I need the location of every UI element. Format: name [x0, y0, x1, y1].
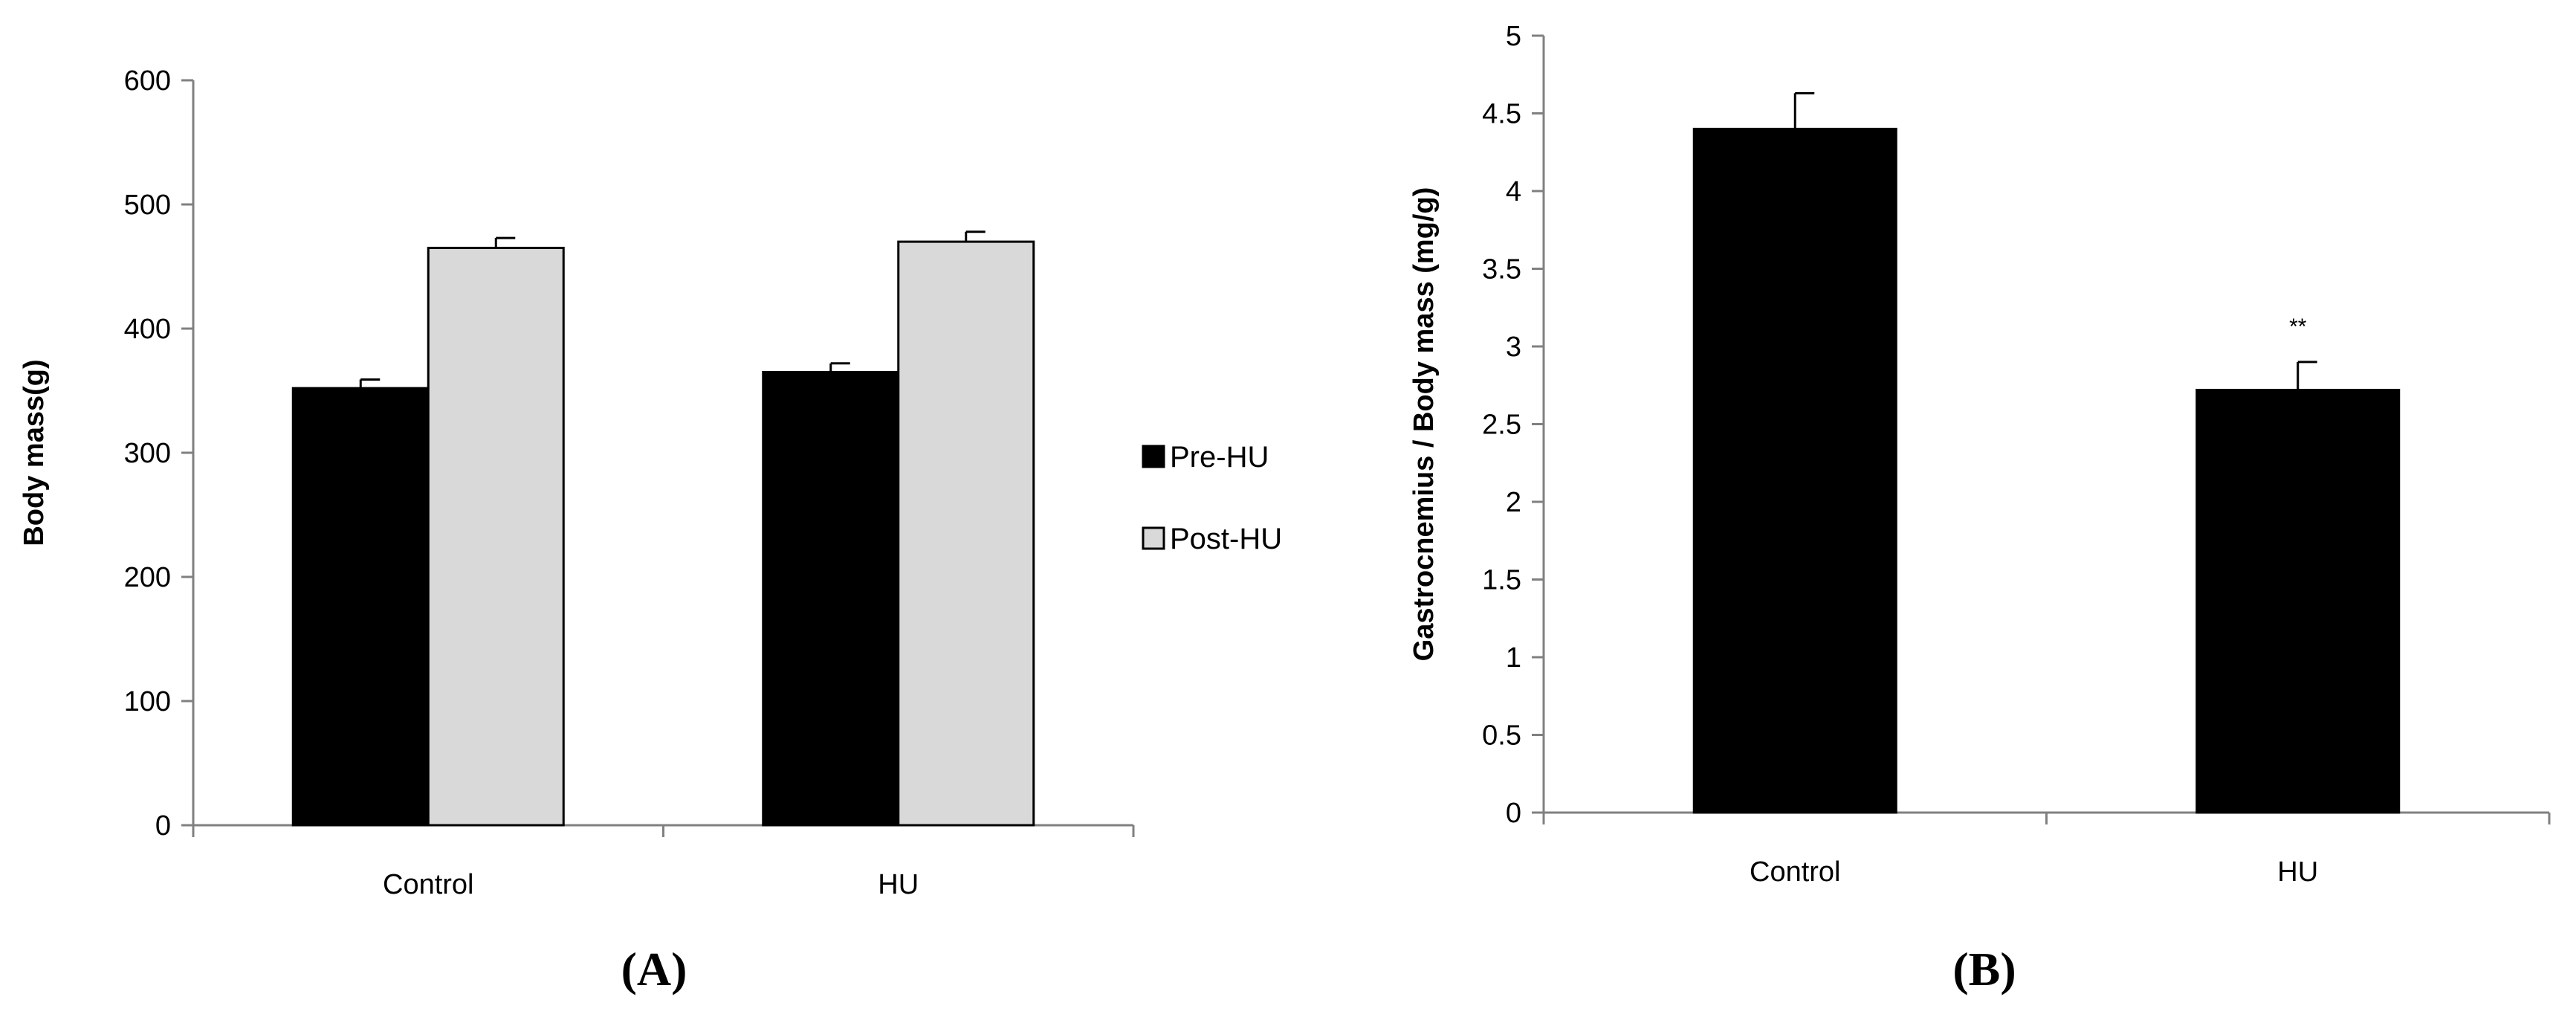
x-tick-label: Control: [1750, 856, 1841, 888]
bar: [897, 240, 1035, 827]
legend-swatch: [1142, 445, 1165, 468]
y-tick-label: 3.5: [1482, 254, 1521, 285]
x-tick-label: HU: [878, 869, 919, 900]
legend-swatch: [1142, 526, 1165, 550]
y-tick-label: 2.5: [1482, 410, 1521, 441]
legend-label: Pre-HU: [1170, 441, 1269, 474]
bar: [1692, 127, 1897, 814]
y-axis-label: Gastrocnemius / Body mass (mg/g): [1408, 187, 1440, 662]
y-tick-label: 3: [1506, 332, 1521, 363]
y-tick-label: 400: [124, 314, 171, 345]
y-tick-label: 0.5: [1482, 720, 1521, 752]
y-tick-label: 4.5: [1482, 99, 1521, 130]
y-tick-label: 5: [1506, 21, 1521, 52]
y-tick-label: 1.5: [1482, 565, 1521, 596]
bar: [291, 387, 430, 827]
y-tick-label: 1: [1506, 642, 1521, 674]
y-tick-label: 200: [124, 562, 171, 593]
chart-a: 0 100 200 300 400 500 600 Control HU Body mass(g)…: [19, 65, 1282, 900]
y-tick-label: 2: [1506, 487, 1521, 518]
legend-label: Post-HU: [1170, 523, 1282, 555]
panel-label-b: (B): [1952, 943, 2016, 995]
y-tick-label: 100: [124, 686, 171, 717]
y-tick-label: 500: [124, 190, 171, 221]
x-tick-label: Control: [383, 869, 474, 900]
significance-annotation: **: [2289, 314, 2307, 339]
panel-label-a: (A): [621, 943, 687, 995]
bar: [2195, 389, 2401, 814]
chart-b: 0 0.5 1 1.5 2 2.5 3 3.5 4 4.5 5 Control HU ** Gastrocn…: [1408, 21, 2551, 888]
x-tick-label: HU: [2277, 856, 2318, 888]
y-tick-label: 300: [124, 438, 171, 469]
y-tick-label: 4: [1506, 176, 1521, 207]
y-tick-label: 0: [155, 810, 171, 842]
y-axis-label: Body mass(g): [19, 359, 50, 546]
y-tick-label: 600: [124, 65, 171, 97]
y-tick-label: 0: [1506, 798, 1521, 829]
bar: [762, 370, 900, 827]
bar: [427, 246, 565, 827]
